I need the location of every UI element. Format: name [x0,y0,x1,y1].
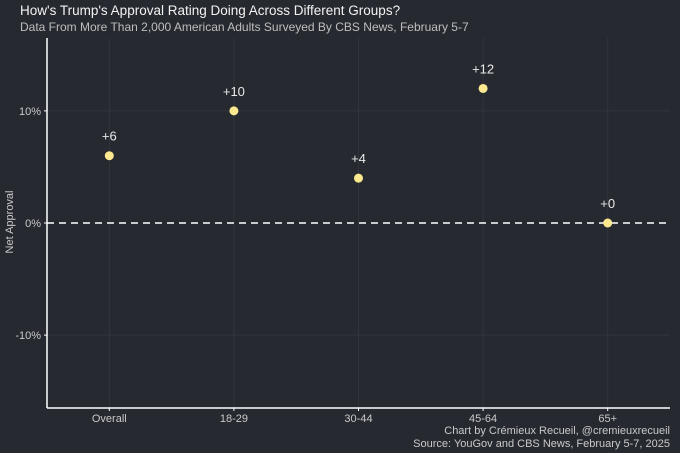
x-tick-label: 18-29 [220,413,248,425]
chart-title: How's Trump's Approval Rating Doing Acro… [20,3,400,18]
y-tick-label: 0% [25,218,41,230]
labels-layer: +6 +10 +4 +12 +0 [102,61,615,211]
x-tick-label: 65+ [598,413,617,425]
x-tick-label: Overall [92,413,127,425]
data-label: +4 [351,151,366,166]
data-label: +10 [223,84,245,99]
x-tick-label: 45-64 [469,413,497,425]
data-label: +12 [472,61,494,76]
data-point [229,106,239,116]
chart-subtitle: Data From More Than 2,000 American Adult… [20,20,469,34]
data-point [104,151,114,161]
data-label: +6 [102,129,117,144]
y-tick-label: -10% [15,330,41,342]
x-tick-label: 30-44 [344,413,372,425]
axis-layer: -10% 0% 10% Overall 18-29 30-44 45-64 65+ [15,38,670,425]
caption-credit: Chart by Crémieux Recueil, @cremieuxrecu… [444,425,670,437]
data-point [478,83,488,93]
y-tick-label: 10% [19,106,41,118]
data-point [354,173,363,183]
data-label: +0 [600,196,615,211]
caption-source: Source: YouGov and CBS News, February 5-… [413,438,670,450]
data-point [603,218,613,228]
y-axis-label: Net Approval [4,191,16,254]
points-layer [104,83,613,228]
